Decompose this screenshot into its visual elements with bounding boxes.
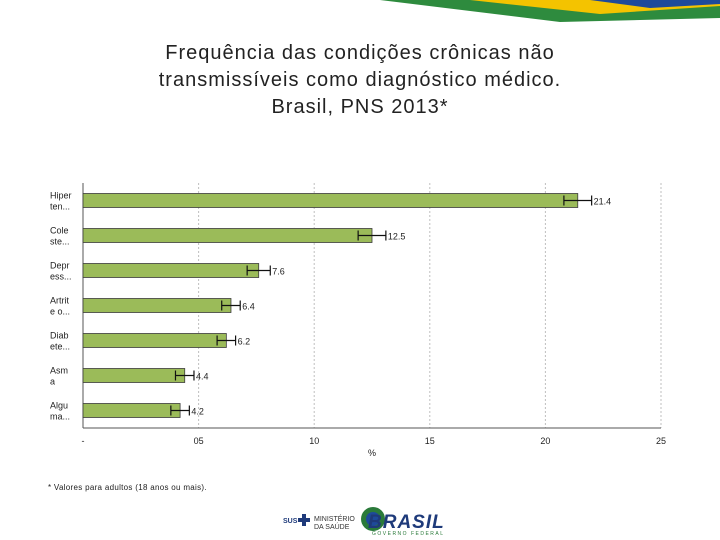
- bar: [82, 403, 181, 418]
- x-tick-label: -: [82, 436, 85, 446]
- brasil-globe-icon: [361, 507, 385, 531]
- chart-title-line-2: transmissíveis como diagnóstico médico.: [158, 69, 562, 91]
- chart-title-line-1: Frequência das condições crônicas não: [165, 42, 555, 64]
- category-label-line-1: Hiper: [50, 191, 72, 201]
- category-label-line-2: ste...: [50, 237, 70, 247]
- x-tick-label: 15: [425, 436, 435, 446]
- category-label-line-1: Cole: [50, 226, 69, 236]
- deco-blue-band: [590, 0, 720, 8]
- data-label: 6.2: [238, 337, 251, 347]
- brasil-logo-text: BRASIL: [368, 512, 445, 533]
- header-decoration: [380, 0, 720, 22]
- data-label: 7.6: [272, 267, 285, 277]
- category-label-line-2: ma...: [50, 412, 70, 422]
- sus-cross-icon: [298, 514, 310, 526]
- x-tick-label: 20: [540, 436, 550, 446]
- data-label: 12.5: [388, 232, 406, 242]
- bar: [82, 333, 227, 348]
- category-label-line-2: ess...: [50, 272, 72, 282]
- data-label: 4.4: [196, 372, 209, 382]
- bar: [82, 228, 373, 243]
- chart-title-line-3: Brasil, PNS 2013*: [271, 96, 449, 118]
- bar: [82, 193, 579, 208]
- x-tick-label: 25: [656, 436, 666, 446]
- category-label-line-2: a: [50, 377, 55, 387]
- x-tick-label: 05: [194, 436, 204, 446]
- chart-title: Frequência das condições crônicas não tr…: [60, 40, 660, 121]
- x-tick-label: 10: [309, 436, 319, 446]
- bar: [82, 298, 232, 313]
- category-label-line-1: Depr: [50, 261, 70, 271]
- x-axis-label: %: [368, 448, 376, 458]
- category-label-line-2: e o...: [50, 307, 70, 317]
- category-label-line-1: Asm: [50, 366, 68, 376]
- brasil-logo-subtext: GOVERNO FEDERAL: [372, 531, 445, 537]
- category-label-line-1: Artrit: [50, 296, 69, 306]
- data-label: 21.4: [594, 197, 612, 207]
- bar: [82, 368, 186, 383]
- category-label-line-2: ete...: [50, 342, 70, 352]
- bar: [82, 263, 260, 278]
- category-label-line-2: ten...: [50, 202, 70, 212]
- footnote: * Valores para adultos (18 anos ou mais)…: [48, 483, 207, 492]
- category-label-line-1: Diab: [50, 331, 69, 341]
- sus-logo-text: SUS: [283, 518, 298, 525]
- ministerio-logo-text: MINISTÉRIO DA SAÚDE: [314, 516, 355, 531]
- data-label: 6.4: [242, 302, 255, 312]
- category-label-line-1: Algu: [50, 401, 68, 411]
- data-label: 4.2: [191, 407, 204, 417]
